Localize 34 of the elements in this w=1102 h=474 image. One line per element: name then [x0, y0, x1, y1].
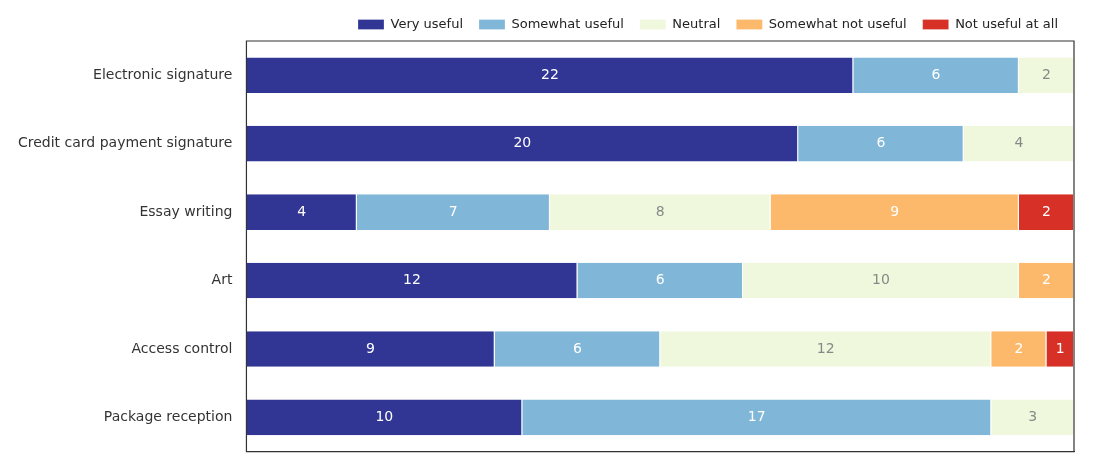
- data-label: 22: [540, 65, 559, 82]
- data-label: 6: [876, 134, 886, 151]
- legend-label: Not useful at all: [955, 15, 1059, 31]
- data-label: 2: [1014, 339, 1024, 356]
- data-label: 3: [1028, 408, 1038, 425]
- data-label: 6: [573, 339, 582, 356]
- y-tick-label: Electronic signature: [93, 65, 233, 82]
- data-label: 9: [366, 339, 376, 356]
- data-label: 4: [1014, 134, 1024, 151]
- y-tick-label: Credit card payment signature: [18, 134, 233, 151]
- legend-label: Somewhat not useful: [768, 15, 907, 31]
- y-tick-label: Essay writing: [139, 202, 233, 219]
- data-label: 2: [1041, 202, 1051, 219]
- legend-label: Somewhat useful: [511, 15, 624, 31]
- data-label: 9: [890, 202, 900, 219]
- y-tick-label: Art: [211, 271, 233, 288]
- data-label: 10: [375, 408, 394, 425]
- y-tick-label: Package reception: [103, 408, 233, 425]
- legend-label: Neutral: [672, 15, 721, 31]
- data-label: 12: [403, 271, 421, 288]
- y-tick-label: Access control: [131, 339, 233, 356]
- data-label: 7: [448, 202, 458, 219]
- legend-label: Very useful: [390, 15, 463, 31]
- data-label: 10: [871, 271, 890, 288]
- data-label: 4: [297, 202, 307, 219]
- data-label: 17: [747, 408, 766, 425]
- data-label: 2: [1041, 271, 1051, 288]
- data-label: 8: [655, 202, 665, 219]
- data-label: 6: [655, 271, 665, 288]
- data-label: 2: [1041, 65, 1051, 82]
- data-label: 12: [816, 339, 835, 356]
- data-label: 1: [1055, 339, 1065, 356]
- data-label: 20: [513, 134, 532, 151]
- data-label: 6: [931, 65, 941, 82]
